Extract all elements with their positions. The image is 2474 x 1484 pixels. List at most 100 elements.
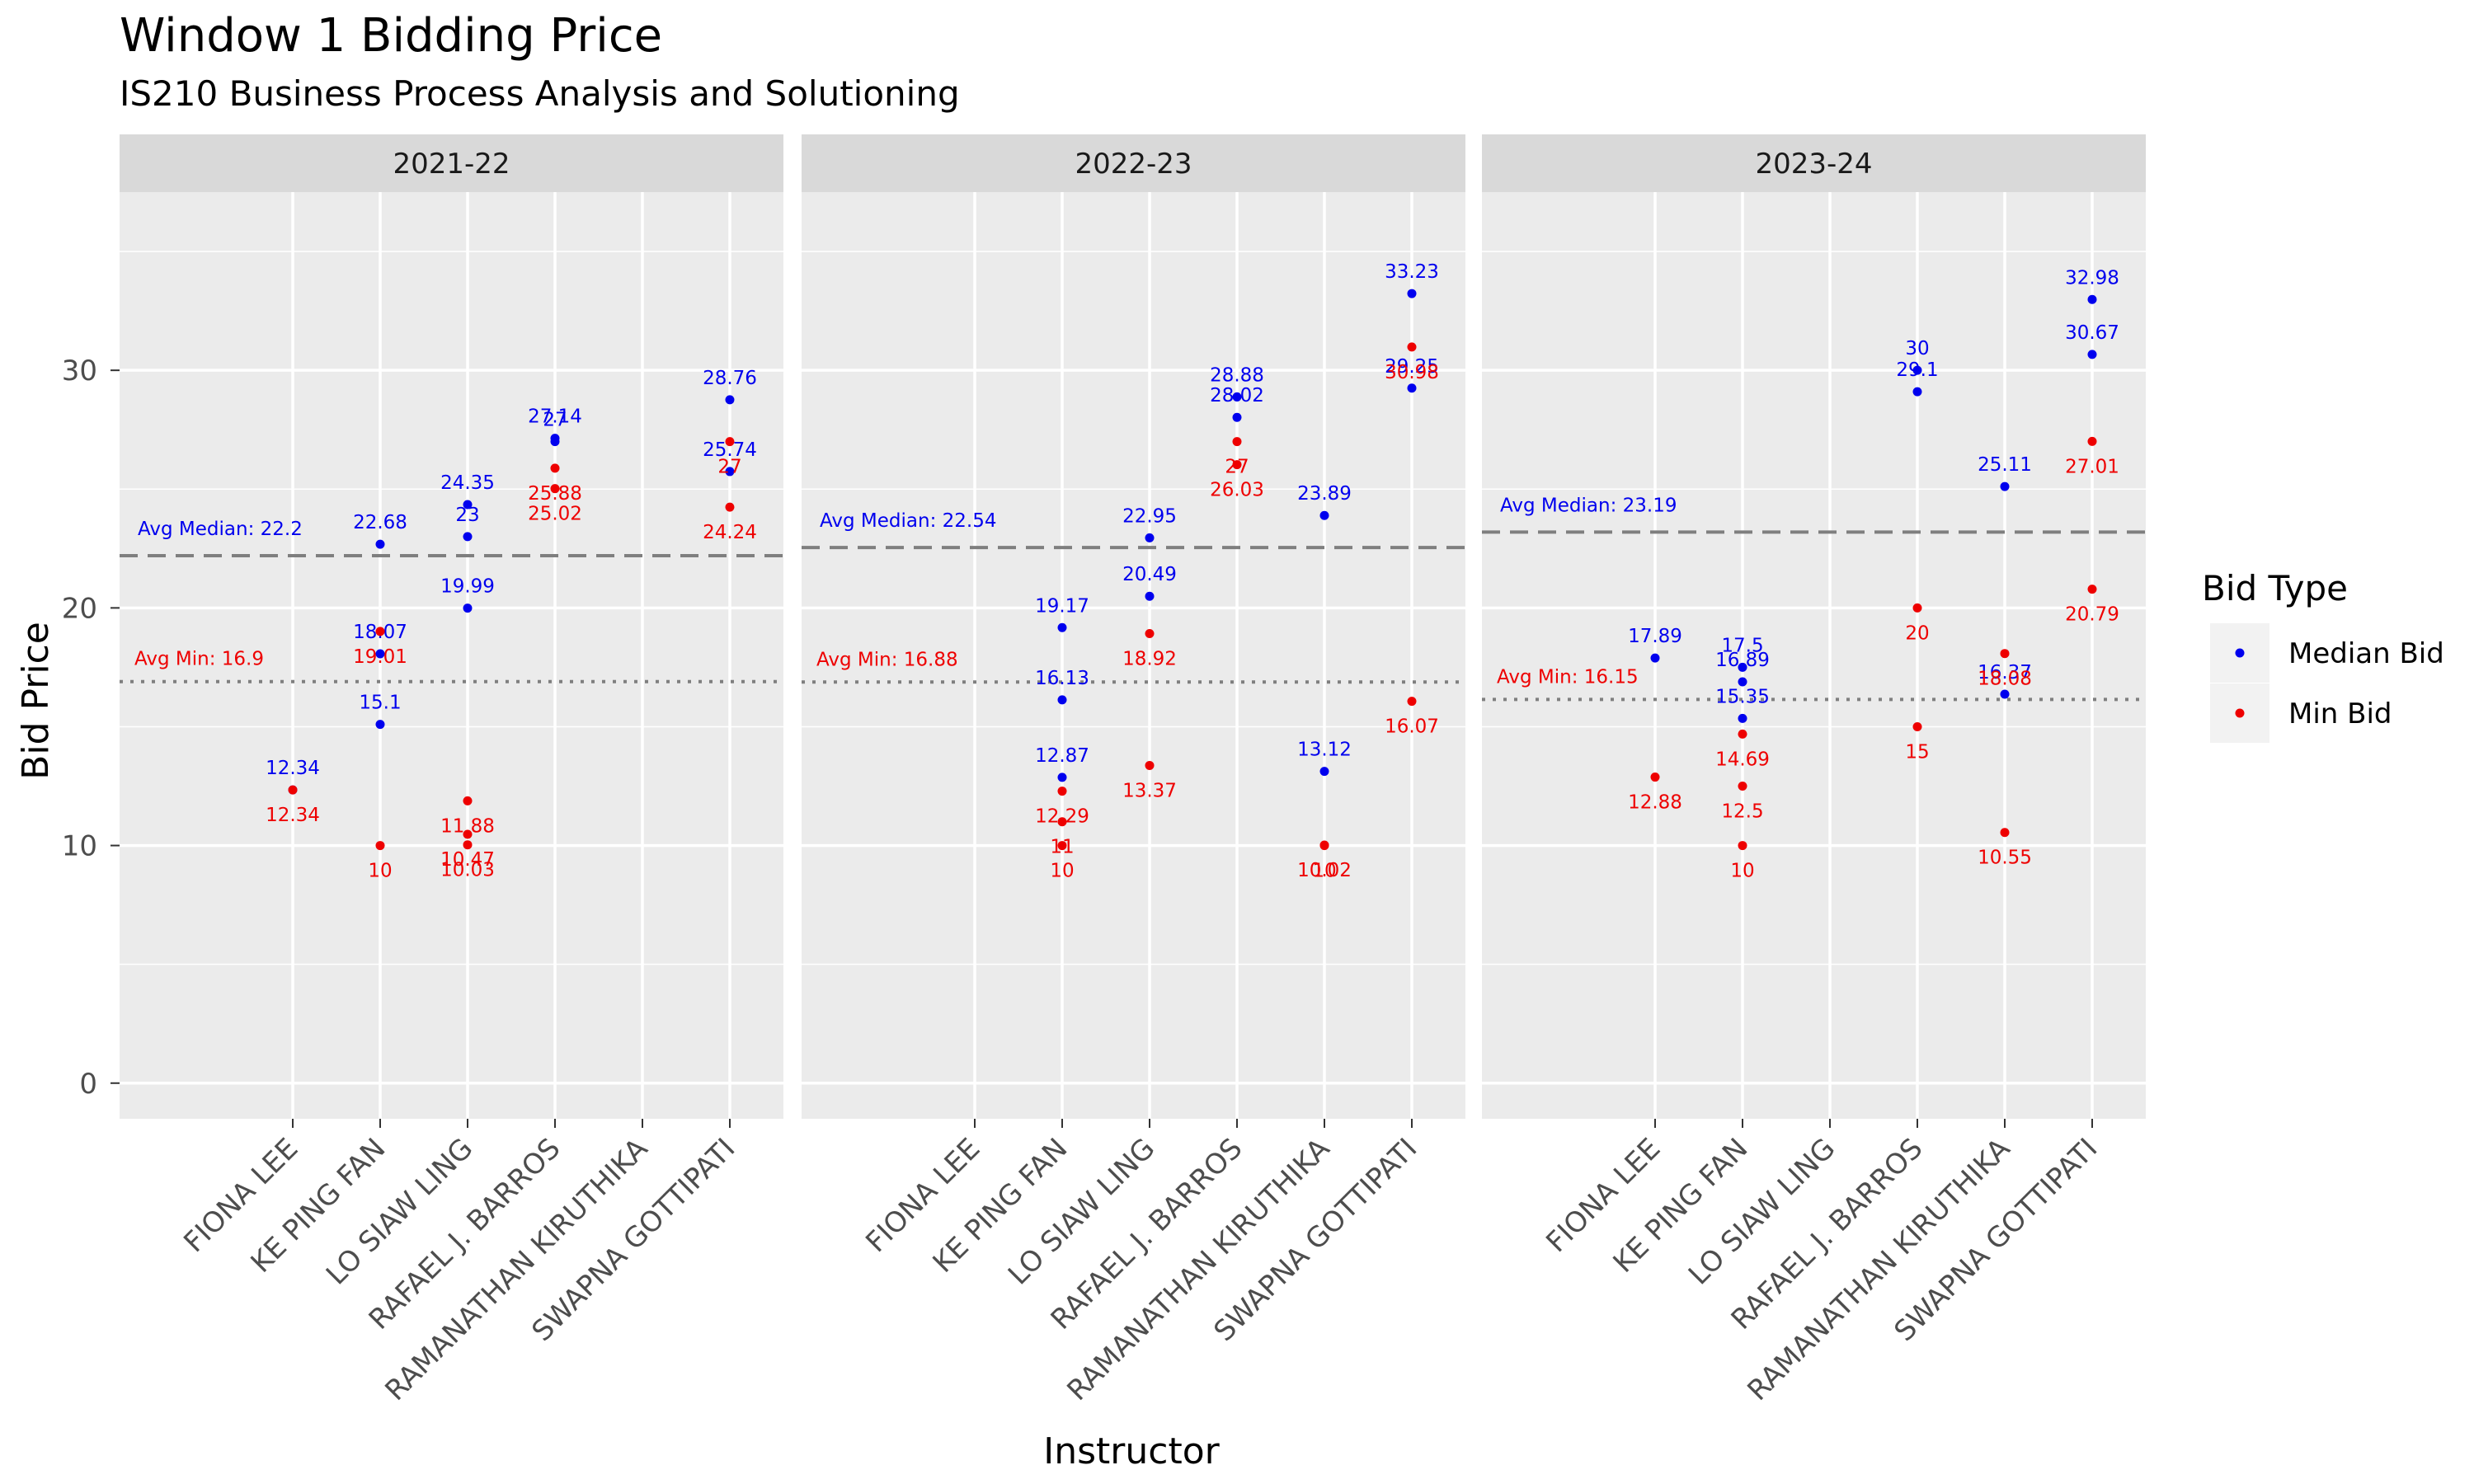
median-bid-point <box>375 720 385 730</box>
median-bid-label: 32.98 <box>2065 267 2119 289</box>
min-bid-point <box>1407 342 1417 352</box>
median-bid-label: 17.5 <box>1721 635 1763 656</box>
min-bid-point <box>1057 841 1067 851</box>
median-bid-label: 12.87 <box>1035 745 1089 767</box>
facet-strip-label: 2022-23 <box>1075 148 1192 181</box>
median-bid-label: 16.89 <box>1715 650 1770 671</box>
median-bid-label: 19.99 <box>440 576 495 598</box>
median-bid-point <box>725 395 735 405</box>
min-bid-label: 20.79 <box>2065 604 2119 626</box>
min-bid-point <box>550 463 560 473</box>
median-bid-label: 20.49 <box>1122 564 1177 585</box>
median-bid-point <box>1407 383 1417 393</box>
min-bid-point <box>463 829 473 839</box>
min-bid-point <box>1145 760 1155 770</box>
min-bid-label: 15 <box>1905 741 1929 763</box>
median-bid-label: 23 <box>455 505 479 526</box>
median-bid-point <box>2087 350 2097 359</box>
median-bid-label: 17.89 <box>1628 626 1682 647</box>
median-bid-label: 24.35 <box>440 472 495 494</box>
median-bid-point <box>1057 695 1067 705</box>
median-bid-point <box>463 603 473 613</box>
avg-median-label: Avg Median: 22.54 <box>820 510 996 532</box>
avg-min-label: Avg Min: 16.88 <box>816 649 958 670</box>
legend: Bid Type Median Bid Min Bid <box>2202 568 2444 743</box>
median-bid-point <box>1912 387 1922 397</box>
min-bid-label: 12.88 <box>1628 792 1682 814</box>
facet-strip <box>1482 134 2146 192</box>
min-bid-point <box>1232 437 1242 447</box>
min-bid-point <box>1738 841 1747 851</box>
median-bid-point <box>1232 412 1242 422</box>
median-bid-point <box>375 649 385 659</box>
min-bid-label: 10 <box>1312 861 1336 882</box>
min-bid-point <box>375 841 385 851</box>
median-bid-point <box>1407 289 1417 298</box>
median-bid-label: 15.1 <box>359 693 401 714</box>
median-bid-label: 22.95 <box>1122 505 1177 527</box>
min-bid-label: 13.37 <box>1122 780 1177 801</box>
x-axis-title: Instructor <box>1043 1430 1220 1472</box>
median-bid-label: 30 <box>1905 338 1929 359</box>
y-tick-label: 10 <box>62 830 97 863</box>
min-bid-point <box>1912 603 1922 613</box>
min-bid-label: 10.03 <box>440 860 495 881</box>
median-bid-label: 16.13 <box>1035 668 1089 689</box>
y-axis-title: Bid Price <box>15 622 57 780</box>
facet-strip <box>120 134 783 192</box>
min-bid-point <box>2087 436 2097 446</box>
legend-title: Bid Type <box>2202 568 2348 608</box>
min-bid-point <box>1912 721 1922 731</box>
y-tick-label: 20 <box>62 592 97 625</box>
min-bid-label: 27.01 <box>2065 456 2119 477</box>
min-bid-point <box>375 627 385 636</box>
min-bid-label: 16.07 <box>1385 716 1439 738</box>
min-bid-label: 12.34 <box>266 805 320 826</box>
min-bid-label: 18.92 <box>1122 648 1177 669</box>
min-bid-label: 30.98 <box>1385 362 1439 383</box>
median-bid-label: 13.12 <box>1297 740 1352 761</box>
median-bid-point <box>1738 713 1747 723</box>
median-bid-label: 23.89 <box>1297 483 1352 505</box>
min-bid-point <box>1738 782 1747 791</box>
median-bid-point <box>725 467 735 477</box>
median-bid-point <box>2000 481 2010 491</box>
min-bid-label: 20 <box>1905 622 1929 644</box>
min-bid-label: 10 <box>1050 861 1074 882</box>
min-bid-point <box>2087 585 2097 594</box>
avg-median-label: Avg Median: 23.19 <box>1500 495 1677 516</box>
min-bid-label: 10 <box>368 861 392 882</box>
median-bid-point <box>550 437 560 447</box>
min-bid-point <box>1057 817 1067 827</box>
min-bid-label: 27 <box>717 457 741 478</box>
median-bid-point <box>1650 653 1660 663</box>
chart-title: Window 1 Bidding Price <box>120 9 662 63</box>
min-bid-point <box>1319 841 1329 851</box>
legend-entry-label: Median Bid <box>2288 637 2444 670</box>
median-bid-label: 19.17 <box>1035 595 1089 617</box>
median-bid-label: 16.37 <box>1978 662 2032 683</box>
y-tick-label: 30 <box>62 355 97 387</box>
min-bid-point <box>463 840 473 850</box>
median-bid-label: 25.11 <box>1978 454 2032 476</box>
median-bid-label: 28.88 <box>1210 364 1264 386</box>
min-bid-point <box>463 796 473 805</box>
chart-subtitle: IS210 Business Process Analysis and Solu… <box>120 73 960 114</box>
min-bid-point <box>1232 460 1242 470</box>
median-bid-label: 29.1 <box>1896 359 1938 381</box>
panel-background <box>1482 192 2146 1119</box>
median-bid-label: 28.76 <box>703 368 757 389</box>
min-bid-point <box>288 785 298 795</box>
min-bid-label: 25.02 <box>528 504 582 525</box>
median-bid-point <box>1738 662 1747 672</box>
median-bid-label: 27 <box>543 410 567 431</box>
median-bid-point <box>1057 622 1067 632</box>
median-bid-point <box>1319 767 1329 777</box>
median-bid-point <box>1912 365 1922 375</box>
median-bid-label: 28.02 <box>1210 385 1264 406</box>
min-bid-point <box>1738 729 1747 739</box>
y-tick-label: 0 <box>79 1068 97 1101</box>
